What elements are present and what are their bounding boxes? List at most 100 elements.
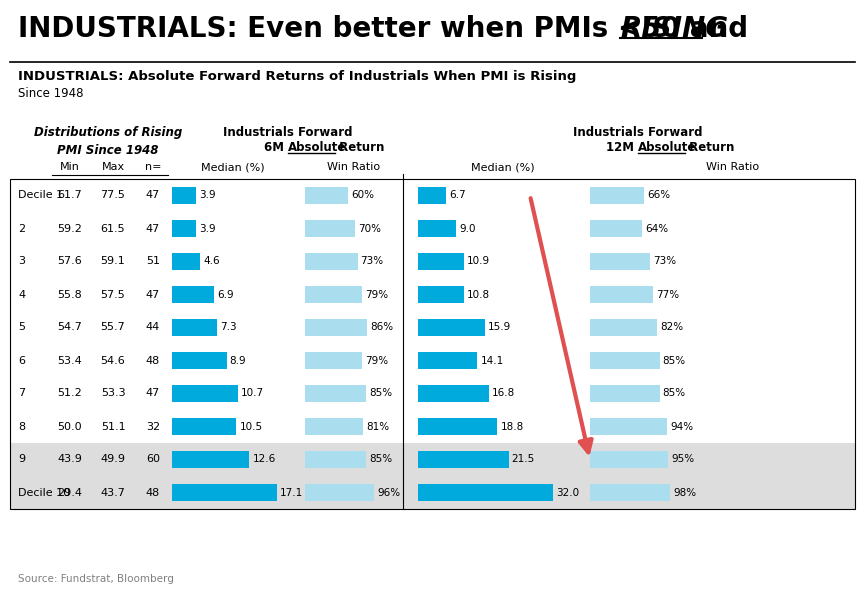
Bar <box>418 319 485 336</box>
Bar <box>590 352 660 369</box>
Text: Distributions of Rising
PMI Since 1948: Distributions of Rising PMI Since 1948 <box>34 126 182 157</box>
Bar <box>305 418 363 435</box>
Bar <box>590 418 667 435</box>
Text: 51.2: 51.2 <box>57 388 82 399</box>
Text: 57.6: 57.6 <box>57 257 82 267</box>
Text: 3.9: 3.9 <box>199 191 216 201</box>
Bar <box>590 385 660 402</box>
Text: 10.5: 10.5 <box>239 422 263 431</box>
Text: n=: n= <box>145 162 161 172</box>
Text: 85%: 85% <box>369 388 393 399</box>
Text: Win Ratio: Win Ratio <box>328 162 381 172</box>
Text: 7: 7 <box>18 388 25 399</box>
Text: 10.9: 10.9 <box>467 257 490 267</box>
Text: 98%: 98% <box>674 488 696 498</box>
Bar <box>418 484 553 501</box>
Bar <box>172 253 200 270</box>
Text: 47: 47 <box>146 191 160 201</box>
Text: 79%: 79% <box>365 355 388 365</box>
Bar <box>172 418 237 435</box>
Text: 8: 8 <box>18 422 25 431</box>
Bar <box>305 352 362 369</box>
Text: 3.9: 3.9 <box>199 223 216 233</box>
Text: 6M: 6M <box>264 141 288 154</box>
Text: 54.6: 54.6 <box>101 355 126 365</box>
Bar <box>418 385 489 402</box>
Text: 12.6: 12.6 <box>252 454 276 465</box>
Bar <box>590 253 650 270</box>
Text: 61.5: 61.5 <box>101 223 126 233</box>
Text: 12M: 12M <box>606 141 638 154</box>
Text: Median (%): Median (%) <box>201 162 264 172</box>
Text: 9.0: 9.0 <box>459 223 475 233</box>
Text: 32: 32 <box>146 422 160 431</box>
Text: 95%: 95% <box>671 454 694 465</box>
Text: 21.5: 21.5 <box>512 454 535 465</box>
Text: Since 1948: Since 1948 <box>18 87 83 100</box>
Text: 18.8: 18.8 <box>500 422 524 431</box>
Text: 77%: 77% <box>656 289 679 299</box>
Text: Decile 10: Decile 10 <box>18 488 70 498</box>
Bar <box>418 187 447 204</box>
Text: Source: Fundstrat, Bloomberg: Source: Fundstrat, Bloomberg <box>18 574 174 584</box>
Text: 82%: 82% <box>661 323 683 333</box>
Bar <box>172 385 238 402</box>
Text: 85%: 85% <box>369 454 393 465</box>
Bar <box>418 418 498 435</box>
Text: 64%: 64% <box>645 223 668 233</box>
Text: 10.8: 10.8 <box>466 289 490 299</box>
Text: 59.2: 59.2 <box>57 223 82 233</box>
Text: 10.7: 10.7 <box>241 388 264 399</box>
Text: 77.5: 77.5 <box>101 191 126 201</box>
Text: 9: 9 <box>18 454 25 465</box>
Text: 54.7: 54.7 <box>57 323 82 333</box>
Text: 29.4: 29.4 <box>57 488 82 498</box>
Text: 17.1: 17.1 <box>280 488 303 498</box>
Text: Absolute: Absolute <box>288 141 347 154</box>
Bar <box>305 187 349 204</box>
Text: Min: Min <box>60 162 80 172</box>
Bar <box>172 352 226 369</box>
Text: 96%: 96% <box>377 488 401 498</box>
Bar <box>418 253 464 270</box>
Bar <box>590 187 644 204</box>
Bar <box>172 220 196 237</box>
Bar <box>305 385 366 402</box>
Bar <box>172 451 250 468</box>
Text: 53.3: 53.3 <box>101 388 126 399</box>
Text: Win Ratio: Win Ratio <box>707 162 759 172</box>
Text: INDUSTRIALS: Even better when PMIs <50 and: INDUSTRIALS: Even better when PMIs <50 a… <box>18 15 758 43</box>
Text: 86%: 86% <box>370 323 393 333</box>
Bar <box>305 220 355 237</box>
Text: 59.1: 59.1 <box>101 257 126 267</box>
Bar <box>172 187 196 204</box>
Bar <box>172 319 217 336</box>
Text: 70%: 70% <box>358 223 381 233</box>
Text: 2: 2 <box>18 223 25 233</box>
Bar <box>10 476 855 509</box>
Text: Absolute: Absolute <box>638 141 696 154</box>
Text: 66%: 66% <box>647 191 670 201</box>
Text: 48: 48 <box>146 355 160 365</box>
Text: 5: 5 <box>18 323 25 333</box>
Text: 85%: 85% <box>662 355 686 365</box>
Text: 60%: 60% <box>351 191 375 201</box>
Bar <box>172 484 277 501</box>
Bar <box>590 319 657 336</box>
Bar <box>172 286 214 303</box>
Text: INDUSTRIALS: Absolute Forward Returns of Industrials When PMI is Rising: INDUSTRIALS: Absolute Forward Returns of… <box>18 70 577 83</box>
Text: 44: 44 <box>146 323 160 333</box>
Text: Return: Return <box>335 141 384 154</box>
Bar <box>305 253 357 270</box>
Text: 57.5: 57.5 <box>101 289 126 299</box>
Bar <box>305 286 362 303</box>
Text: 61.7: 61.7 <box>57 191 82 201</box>
Bar <box>305 484 375 501</box>
Text: 55.8: 55.8 <box>57 289 82 299</box>
Text: 4: 4 <box>18 289 25 299</box>
Bar <box>305 451 366 468</box>
Text: 50.0: 50.0 <box>58 422 82 431</box>
Text: 85%: 85% <box>662 388 686 399</box>
Bar <box>10 443 855 476</box>
Bar <box>590 286 653 303</box>
